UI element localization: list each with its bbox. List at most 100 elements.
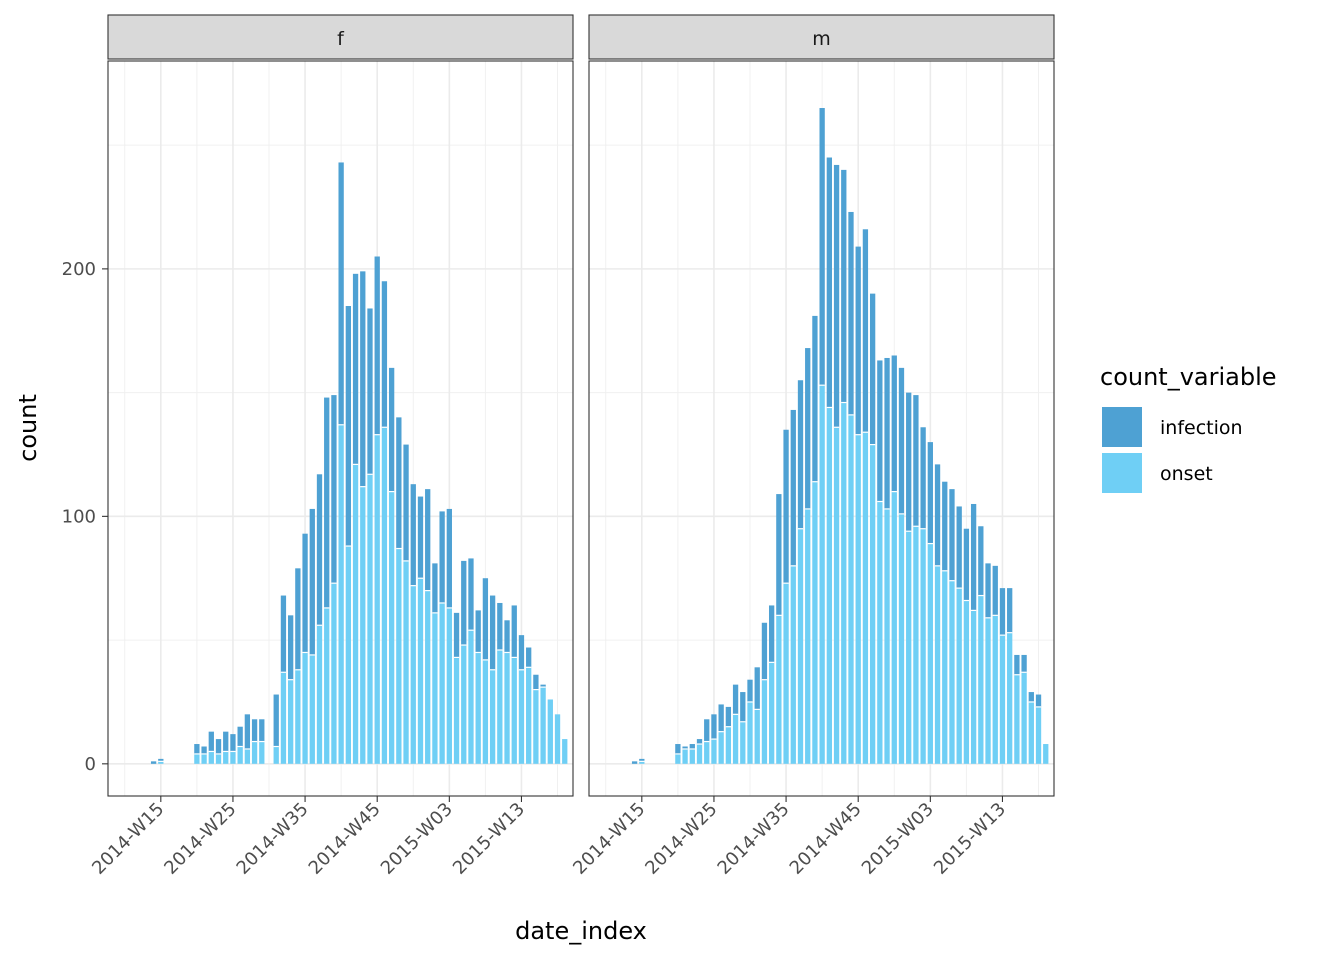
panel-f: f 0 100 200 2014-W152014-W252014-W352014-W45… — [62, 14, 574, 879]
bar-infection — [891, 355, 897, 492]
bar-infection — [985, 563, 991, 618]
bar-infection — [631, 761, 638, 764]
bar-onset — [201, 753, 207, 764]
bar-infection — [639, 758, 645, 762]
bar-infection — [754, 667, 760, 710]
bar-infection — [776, 494, 782, 616]
bar-infection — [201, 746, 207, 754]
bar-onset — [913, 526, 919, 764]
bar-onset — [338, 424, 344, 764]
bar-onset — [884, 508, 890, 764]
bar-infection — [244, 714, 251, 749]
bar-onset — [562, 739, 568, 764]
bar-infection — [497, 602, 503, 650]
bar-onset — [396, 548, 402, 764]
x-tick-label: 2014-W35 — [714, 799, 794, 879]
bar-onset — [704, 741, 710, 764]
bar-onset — [504, 652, 510, 764]
bar-onset — [725, 726, 732, 764]
bar-infection — [1021, 654, 1027, 673]
bar-onset — [526, 667, 532, 764]
bar-infection — [783, 429, 789, 584]
bar-onset — [826, 407, 833, 764]
bar-infection — [511, 605, 517, 658]
bar-infection — [158, 758, 164, 762]
bar-infection — [446, 508, 452, 608]
bar-infection — [482, 578, 489, 660]
bar-infection — [949, 489, 955, 581]
x-tick-label: 2014-W35 — [233, 799, 313, 879]
bar-infection — [696, 739, 703, 745]
bar-infection — [978, 526, 984, 596]
bar-onset — [468, 630, 474, 764]
bar-onset — [949, 580, 955, 764]
bar-infection — [194, 744, 200, 754]
bar-onset — [251, 741, 258, 764]
bar-infection — [504, 620, 510, 653]
bar-infection — [855, 246, 861, 435]
bar-onset — [776, 615, 782, 764]
bar-onset — [1021, 672, 1027, 764]
bar-onset — [425, 590, 431, 764]
bar-infection — [826, 157, 833, 408]
bar-infection — [999, 588, 1006, 636]
bar-infection — [324, 397, 330, 608]
bar-onset — [302, 652, 308, 764]
bar-onset — [877, 501, 883, 764]
bar-onset — [675, 753, 681, 764]
bar-onset — [862, 432, 869, 764]
facet-strip — [588, 14, 1055, 60]
bar-onset — [403, 560, 409, 764]
bar-onset — [790, 565, 796, 764]
bar-onset — [833, 427, 840, 764]
bar-onset — [273, 746, 279, 764]
bar-onset — [1043, 744, 1049, 764]
bar-infection — [417, 496, 424, 579]
x-axis-title: date_index — [515, 917, 647, 945]
bar-onset — [352, 464, 359, 764]
bar-infection — [374, 256, 380, 435]
bar-onset — [540, 687, 546, 764]
x-tick-label: 2014-W45 — [305, 799, 385, 879]
bar-infection — [718, 704, 724, 732]
bar-onset — [295, 669, 301, 764]
bar-onset — [1007, 632, 1013, 764]
x-tick-label: 2014-W45 — [786, 799, 866, 879]
bar-onset — [768, 662, 775, 764]
bar-infection — [396, 417, 402, 549]
bar-onset — [956, 588, 962, 764]
bar-onset — [223, 751, 229, 764]
bar-onset — [547, 699, 553, 764]
x-tick-label: 2015-W03 — [858, 799, 938, 879]
facet-strip — [107, 14, 574, 60]
bar-infection — [841, 169, 847, 403]
x-tick-label: 2015-W13 — [449, 799, 529, 879]
bar-infection — [963, 528, 970, 601]
bar-onset — [855, 434, 861, 764]
bar-infection — [432, 563, 438, 613]
bar-infection — [345, 306, 352, 547]
x-tick-label: 2014-W15 — [88, 799, 168, 879]
x-tick-label: 2015-W03 — [377, 799, 457, 879]
bar-infection — [215, 739, 222, 754]
bar-onset — [841, 402, 847, 764]
bar-onset — [554, 714, 561, 764]
bar-infection — [927, 442, 933, 544]
bar-onset — [689, 748, 695, 764]
y-axis-title: count — [14, 394, 42, 462]
bar-infection — [518, 635, 525, 670]
bar-infection — [768, 605, 775, 663]
x-tick-label: 2015-W13 — [930, 799, 1010, 879]
bar-infection — [869, 293, 876, 445]
bar-onset — [970, 610, 977, 764]
bar-infection — [316, 474, 323, 626]
bar-onset — [287, 679, 294, 764]
bar-onset — [446, 607, 452, 764]
bar-infection — [150, 761, 157, 764]
bar-onset — [963, 600, 970, 764]
bar-onset — [891, 491, 897, 764]
bar-onset — [497, 649, 503, 764]
bar-infection — [725, 706, 732, 727]
bar-onset — [309, 654, 315, 764]
bar-onset — [711, 739, 717, 764]
